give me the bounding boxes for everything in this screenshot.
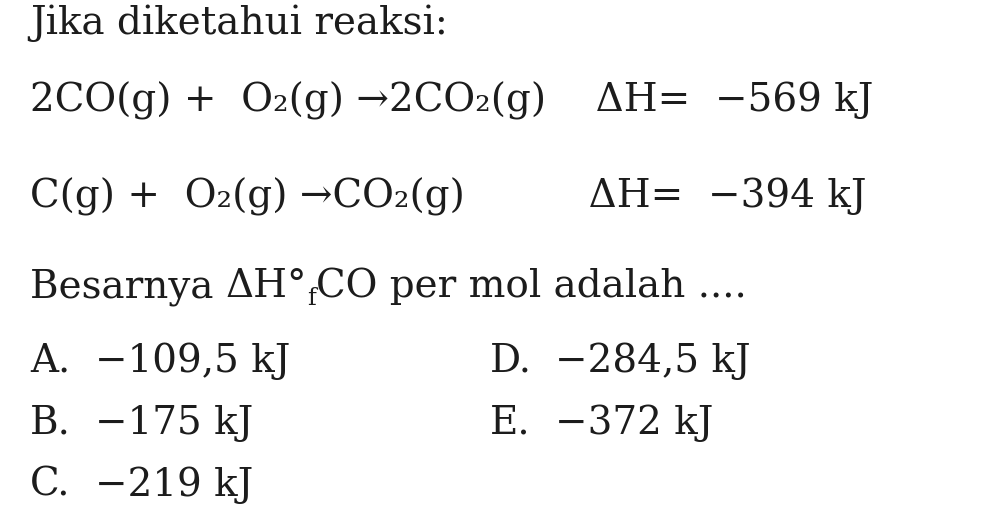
Text: −175 kJ: −175 kJ	[95, 405, 253, 442]
Text: −372 kJ: −372 kJ	[555, 404, 713, 442]
Text: −109,5 kJ: −109,5 kJ	[95, 343, 290, 380]
Text: f: f	[307, 287, 316, 310]
Text: D.: D.	[489, 343, 532, 380]
Text: CO per mol adalah ....: CO per mol adalah ....	[316, 268, 746, 305]
Text: C(g) +  O₂(g) →CO₂(g)          ΔH=  −394 kJ: C(g) + O₂(g) →CO₂(g) ΔH= −394 kJ	[30, 177, 866, 215]
Text: 2CO(g) +  O₂(g) →2CO₂(g)    ΔH=  −569 kJ: 2CO(g) + O₂(g) →2CO₂(g) ΔH= −569 kJ	[30, 82, 873, 121]
Text: A.: A.	[30, 343, 70, 380]
Text: Besarnya: Besarnya	[30, 268, 226, 305]
Text: Jika diketahui reaksi:: Jika diketahui reaksi:	[30, 4, 447, 42]
Text: ΔH°: ΔH°	[226, 268, 307, 305]
Text: E.: E.	[489, 405, 531, 442]
Text: C.: C.	[30, 467, 70, 504]
Text: −284,5 kJ: −284,5 kJ	[555, 343, 750, 380]
Text: B.: B.	[30, 405, 71, 442]
Text: −219 kJ: −219 kJ	[95, 467, 253, 504]
